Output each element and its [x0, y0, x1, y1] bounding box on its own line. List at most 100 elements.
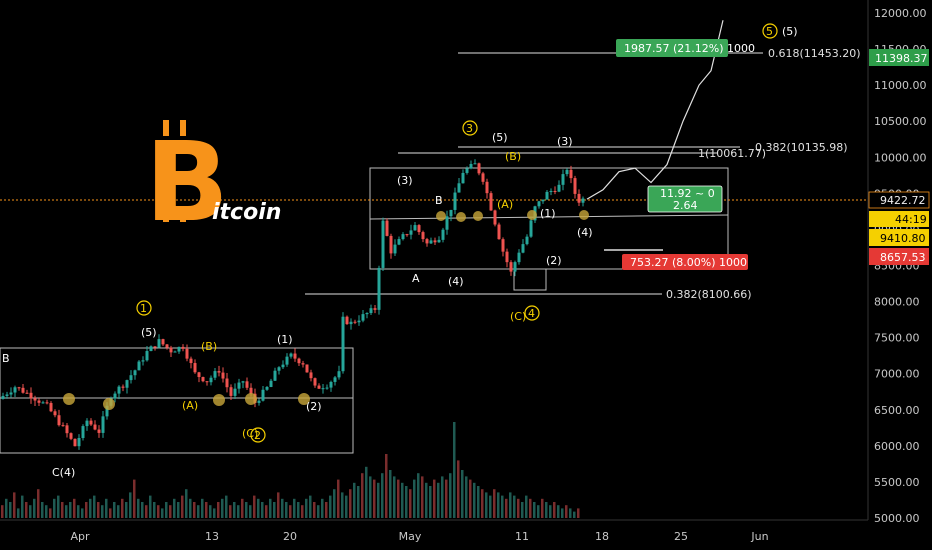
candle-body: [565, 169, 569, 175]
volume-bar: [333, 489, 336, 518]
volume-bar: [477, 486, 480, 518]
candle-body: [189, 358, 193, 364]
wave-label: (4): [448, 275, 464, 288]
candle-body: [485, 181, 489, 194]
candle-body: [425, 239, 429, 244]
candle-body: [41, 402, 45, 404]
candle-body: [261, 389, 265, 401]
volume-bar: [473, 482, 476, 518]
volume-bar: [461, 470, 464, 518]
candle-body: [317, 385, 321, 389]
candle-body: [545, 191, 549, 200]
wave-label: (3): [397, 174, 413, 187]
volume-bar: [269, 498, 272, 518]
volume-bar: [501, 495, 504, 518]
svg-text:4: 4: [528, 307, 535, 320]
candle-body: [133, 370, 137, 376]
price-axis-bg[interactable]: [868, 0, 932, 550]
volume-bar: [353, 482, 356, 518]
candle-body: [497, 224, 501, 240]
volume-bar: [401, 482, 404, 518]
candle-body: [101, 416, 105, 433]
candle-body: [209, 377, 213, 383]
candle-body: [413, 225, 417, 231]
candle-body: [281, 364, 285, 368]
volume-bar: [169, 505, 172, 518]
candle-body: [181, 346, 185, 349]
candle-body: [401, 234, 405, 240]
price-tick-label: 7500.00: [874, 332, 920, 345]
volume-bar: [13, 492, 16, 518]
svg-text:11.92 ~ 0: 11.92 ~ 0: [660, 187, 715, 200]
volume-bar: [553, 502, 556, 518]
fib-label-0618: 0.618(11453.20): [768, 47, 861, 60]
trendline-middle: [369, 214, 729, 220]
candle-body: [185, 348, 189, 359]
volume-bar: [113, 502, 116, 518]
wave-label: (1): [540, 207, 556, 220]
volume-bar: [245, 502, 248, 518]
candle-body: [29, 392, 33, 399]
volume-bar: [29, 505, 32, 518]
candle-body: [165, 344, 169, 348]
candle-body: [241, 381, 245, 383]
price-axis[interactable]: 12000.0011500.0011000.0010500.0010000.00…: [874, 7, 927, 525]
time-axis[interactable]: Apr 13 20 May 11 18 25 Jun: [70, 530, 768, 543]
candle-body: [357, 320, 361, 323]
circled-wave-1: 1: [136, 300, 152, 316]
volume-bar: [85, 502, 88, 518]
candle-body: [333, 377, 337, 382]
candle-body: [269, 380, 273, 387]
svg-text:11398.37: 11398.37: [875, 52, 928, 65]
candle-body: [505, 251, 509, 263]
volume-bar: [393, 476, 396, 518]
bitcoin-logo: B itcoin: [145, 118, 281, 246]
volume-bar: [425, 482, 428, 518]
candle-body: [169, 347, 173, 353]
candle-body: [381, 220, 385, 268]
svg-text:1: 1: [140, 302, 147, 315]
candle-body: [129, 375, 133, 381]
volume-bar: [77, 505, 80, 518]
volume-bar: [217, 502, 220, 518]
volume-bar: [161, 508, 164, 518]
candle-body: [513, 262, 517, 272]
bitcoin-logo-b-icon: B: [145, 118, 229, 246]
candle-body: [521, 244, 525, 253]
volume-bar: [557, 505, 560, 518]
time-tick-label: 18: [595, 530, 609, 543]
circled-wave-3: 3: [462, 120, 478, 136]
price-tick-label: 6000.00: [874, 440, 920, 453]
volume-bar: [349, 489, 352, 518]
candle-body: [305, 364, 309, 373]
candle-body: [81, 426, 85, 439]
volume-bar: [429, 486, 432, 518]
wave-label: (1): [277, 333, 293, 346]
volume-bar: [69, 502, 72, 518]
volume-bar: [101, 505, 104, 518]
candle-body: [369, 308, 373, 314]
candle-body: [213, 371, 217, 378]
wave-label: (2): [546, 254, 562, 267]
volume-bar: [9, 502, 12, 518]
candle-body: [221, 372, 225, 379]
volume-bar: [257, 498, 260, 518]
volume-bar: [145, 505, 148, 518]
volume-bar: [293, 498, 296, 518]
volume-bar: [209, 505, 212, 518]
candle-body: [301, 363, 305, 365]
candle-body: [337, 371, 341, 378]
candle-body: [517, 252, 521, 263]
volume-bar: [321, 498, 324, 518]
price-tag-countdown: 44:19: [869, 211, 929, 227]
candle-body: [481, 173, 485, 182]
price-tick-label: 10000.00: [874, 151, 927, 164]
projection-curve: [586, 20, 724, 200]
volume-bar: [549, 505, 552, 518]
fib-label-0382-upper: 0.382(10135.98): [755, 141, 848, 154]
volume-bar: [193, 502, 196, 518]
candle-body: [201, 377, 205, 382]
volume-bar: [369, 476, 372, 518]
